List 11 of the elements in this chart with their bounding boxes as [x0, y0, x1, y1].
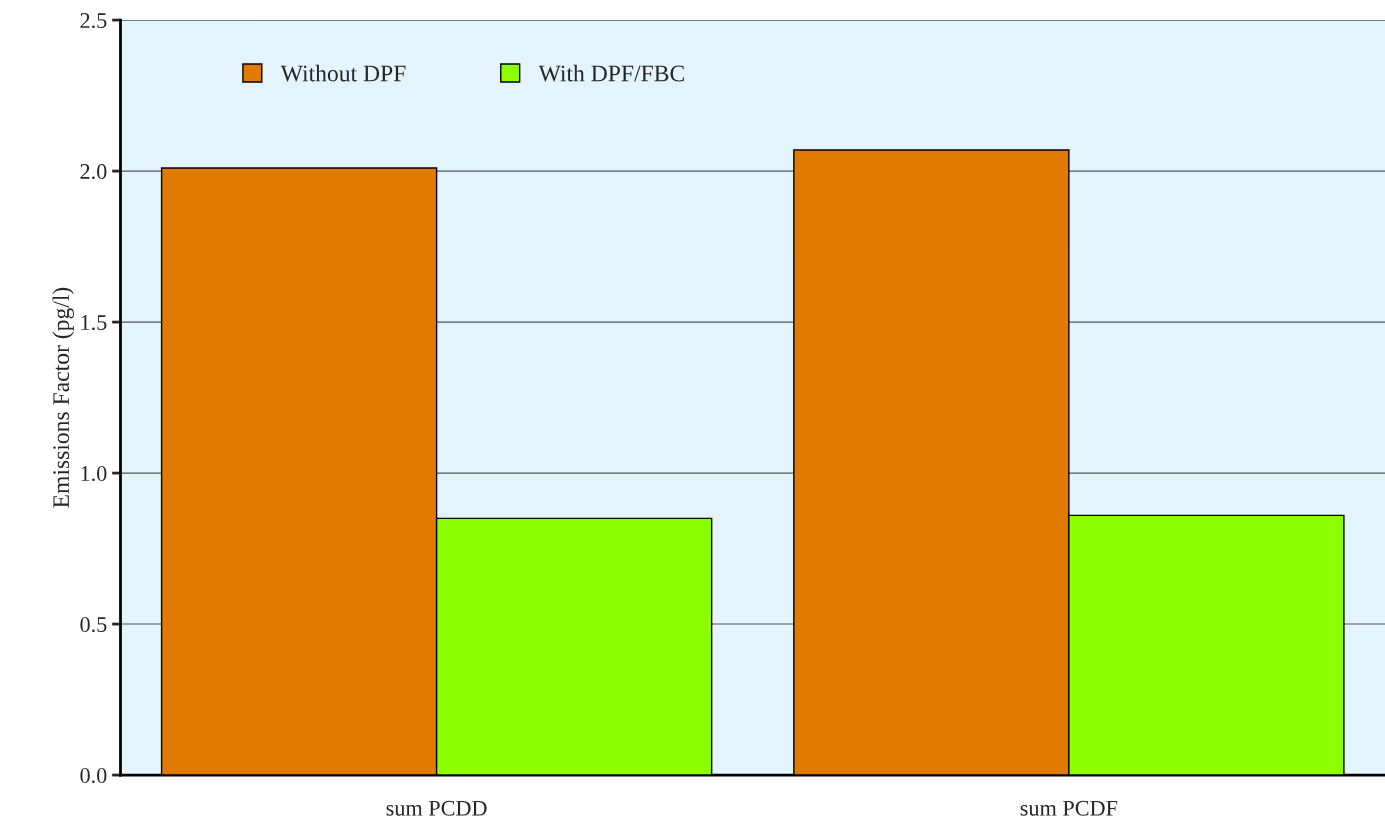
y-tick-label: 1.0: [81, 466, 107, 482]
y-tick-label: 0.0: [80, 767, 107, 784]
y-tick-label: 0.5: [80, 617, 107, 633]
y-tick-label: 2.0: [80, 164, 107, 180]
y-tick-label: 1.5: [81, 315, 107, 331]
y-tick-label: 2.5: [80, 13, 107, 29]
legend-label: With DPF/FBC: [538, 64, 684, 82]
x-tick-label: sum PCDF: [1020, 800, 1118, 816]
x-tick-label: sum PCDD: [386, 800, 487, 816]
y-axis-title: Emissions Factor (pg/l): [52, 287, 74, 508]
legend-label: Without DPF: [280, 64, 406, 82]
